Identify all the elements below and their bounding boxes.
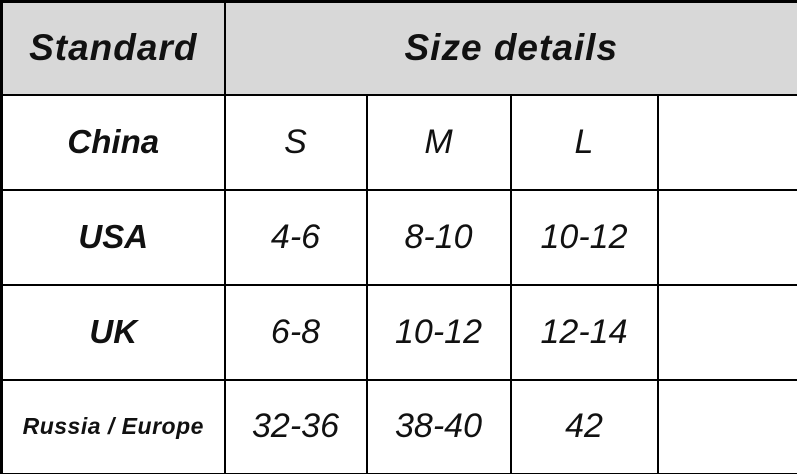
size-value-cell: M [365,93,512,191]
size-value-cell: S [223,93,368,191]
row-label-russia-europe: Russia / Europe [0,378,226,474]
table-row-russia-europe: Russia / Europe 32-36 38-40 42 [0,378,797,474]
empty-cell [656,378,797,474]
table-header-row: Standard Size details [0,0,797,96]
size-value-cell: L [509,93,659,191]
standard-header-cell: Standard [0,0,226,96]
size-value-cell: 12-14 [509,283,659,381]
size-value-cell: 42 [509,378,659,474]
size-value-cell: 4-6 [223,188,368,286]
empty-cell [656,283,797,381]
empty-cell [656,93,797,191]
size-value-cell: 38-40 [365,378,512,474]
empty-cell [656,188,797,286]
row-label-china: China [0,93,226,191]
size-value-cell: 8-10 [365,188,512,286]
size-details-header-cell: Size details [223,0,797,96]
size-value-cell: 32-36 [223,378,368,474]
table-row-china: China S M L [0,93,797,191]
size-value-cell: 10-12 [365,283,512,381]
size-value-cell: 10-12 [509,188,659,286]
table-row-usa: USA 4-6 8-10 10-12 [0,188,797,286]
table-row-uk: UK 6-8 10-12 12-14 [0,283,797,381]
row-label-usa: USA [0,188,226,286]
row-label-uk: UK [0,283,226,381]
size-value-cell: 6-8 [223,283,368,381]
